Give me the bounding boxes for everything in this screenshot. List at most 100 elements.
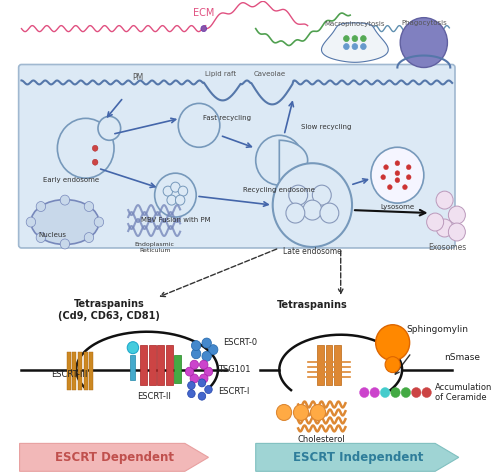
Circle shape — [92, 159, 98, 165]
Circle shape — [352, 35, 358, 42]
Circle shape — [192, 341, 201, 350]
Circle shape — [188, 390, 195, 398]
Circle shape — [200, 374, 208, 383]
Bar — [317, 345, 324, 385]
Text: Sphingomylin: Sphingomylin — [407, 325, 469, 334]
Circle shape — [170, 182, 180, 192]
Circle shape — [163, 186, 172, 196]
Circle shape — [190, 360, 198, 369]
Text: ESCRT-III: ESCRT-III — [51, 370, 87, 379]
Bar — [90, 351, 94, 390]
Text: Caveolae: Caveolae — [254, 71, 286, 78]
Circle shape — [92, 145, 98, 151]
Circle shape — [286, 203, 305, 223]
Text: ECM: ECM — [193, 8, 214, 18]
Circle shape — [84, 201, 94, 211]
Circle shape — [381, 175, 386, 180]
Circle shape — [310, 404, 326, 420]
Circle shape — [402, 184, 407, 190]
Text: Tetraspanins
(Cd9, CD63, CD81): Tetraspanins (Cd9, CD63, CD81) — [58, 299, 160, 321]
Circle shape — [422, 387, 432, 397]
Bar — [84, 351, 87, 390]
Circle shape — [208, 345, 218, 355]
Circle shape — [188, 381, 195, 389]
Circle shape — [200, 360, 208, 369]
FancyBboxPatch shape — [18, 64, 455, 248]
Circle shape — [360, 387, 369, 397]
Bar — [130, 355, 135, 379]
Circle shape — [198, 392, 205, 400]
Circle shape — [371, 147, 424, 203]
Text: Cholesterol: Cholesterol — [298, 435, 346, 444]
Bar — [334, 345, 340, 385]
Text: Lipid raft: Lipid raft — [205, 71, 236, 78]
Circle shape — [58, 118, 114, 178]
Circle shape — [312, 185, 332, 205]
Circle shape — [294, 404, 308, 420]
Text: ESCRT-0: ESCRT-0 — [222, 338, 257, 347]
Circle shape — [272, 163, 352, 247]
Bar — [166, 345, 172, 385]
Circle shape — [204, 367, 212, 376]
Circle shape — [448, 206, 466, 224]
Circle shape — [412, 387, 421, 397]
Circle shape — [388, 184, 392, 190]
Bar — [174, 355, 181, 383]
Circle shape — [276, 404, 291, 420]
Bar — [72, 351, 76, 390]
Text: Nucleus: Nucleus — [38, 232, 66, 238]
Circle shape — [26, 217, 36, 227]
Circle shape — [176, 195, 185, 205]
Circle shape — [344, 44, 349, 50]
Circle shape — [36, 233, 46, 243]
Text: ESCRT-I: ESCRT-I — [218, 387, 250, 396]
Text: TSG101: TSG101 — [218, 365, 250, 374]
Circle shape — [289, 185, 308, 205]
Circle shape — [406, 165, 411, 170]
Circle shape — [84, 233, 94, 243]
Text: PM: PM — [132, 73, 143, 82]
Circle shape — [202, 351, 211, 361]
Circle shape — [401, 387, 410, 397]
Circle shape — [395, 178, 400, 183]
Circle shape — [178, 104, 220, 147]
Text: Fast recycling: Fast recycling — [204, 115, 252, 122]
Circle shape — [406, 175, 411, 180]
Circle shape — [202, 338, 211, 348]
Text: Late endosome: Late endosome — [283, 247, 342, 256]
Circle shape — [436, 191, 453, 209]
FancyArrow shape — [20, 443, 208, 471]
Polygon shape — [322, 23, 388, 62]
Circle shape — [198, 379, 205, 387]
Text: Slow recycling: Slow recycling — [302, 124, 352, 131]
Bar — [67, 351, 70, 390]
Circle shape — [352, 44, 358, 50]
Circle shape — [385, 357, 400, 373]
Circle shape — [370, 387, 380, 397]
Text: Accumulation
of Ceramide: Accumulation of Ceramide — [435, 383, 492, 402]
Circle shape — [303, 200, 322, 220]
Circle shape — [60, 239, 70, 249]
Text: ESCRT Independent: ESCRT Independent — [292, 451, 423, 464]
Circle shape — [360, 44, 366, 50]
Circle shape — [395, 171, 400, 175]
Circle shape — [376, 325, 410, 360]
Circle shape — [426, 213, 444, 231]
Circle shape — [400, 18, 448, 68]
Bar — [78, 351, 82, 390]
Text: MBV Fusion with PM: MBV Fusion with PM — [140, 217, 210, 223]
Text: Endoplasmic
Reticulum: Endoplasmic Reticulum — [134, 242, 174, 253]
Circle shape — [204, 385, 212, 394]
Circle shape — [256, 135, 303, 185]
Bar — [326, 345, 332, 385]
Text: ESCRT-II: ESCRT-II — [137, 392, 170, 401]
Circle shape — [391, 387, 400, 397]
Circle shape — [320, 203, 339, 223]
Circle shape — [380, 387, 390, 397]
Text: Recycling endosome: Recycling endosome — [244, 187, 316, 193]
Circle shape — [167, 195, 176, 205]
Circle shape — [192, 349, 201, 359]
Circle shape — [178, 186, 188, 196]
FancyArrow shape — [256, 443, 459, 471]
Text: Exosomes: Exosomes — [428, 244, 467, 253]
